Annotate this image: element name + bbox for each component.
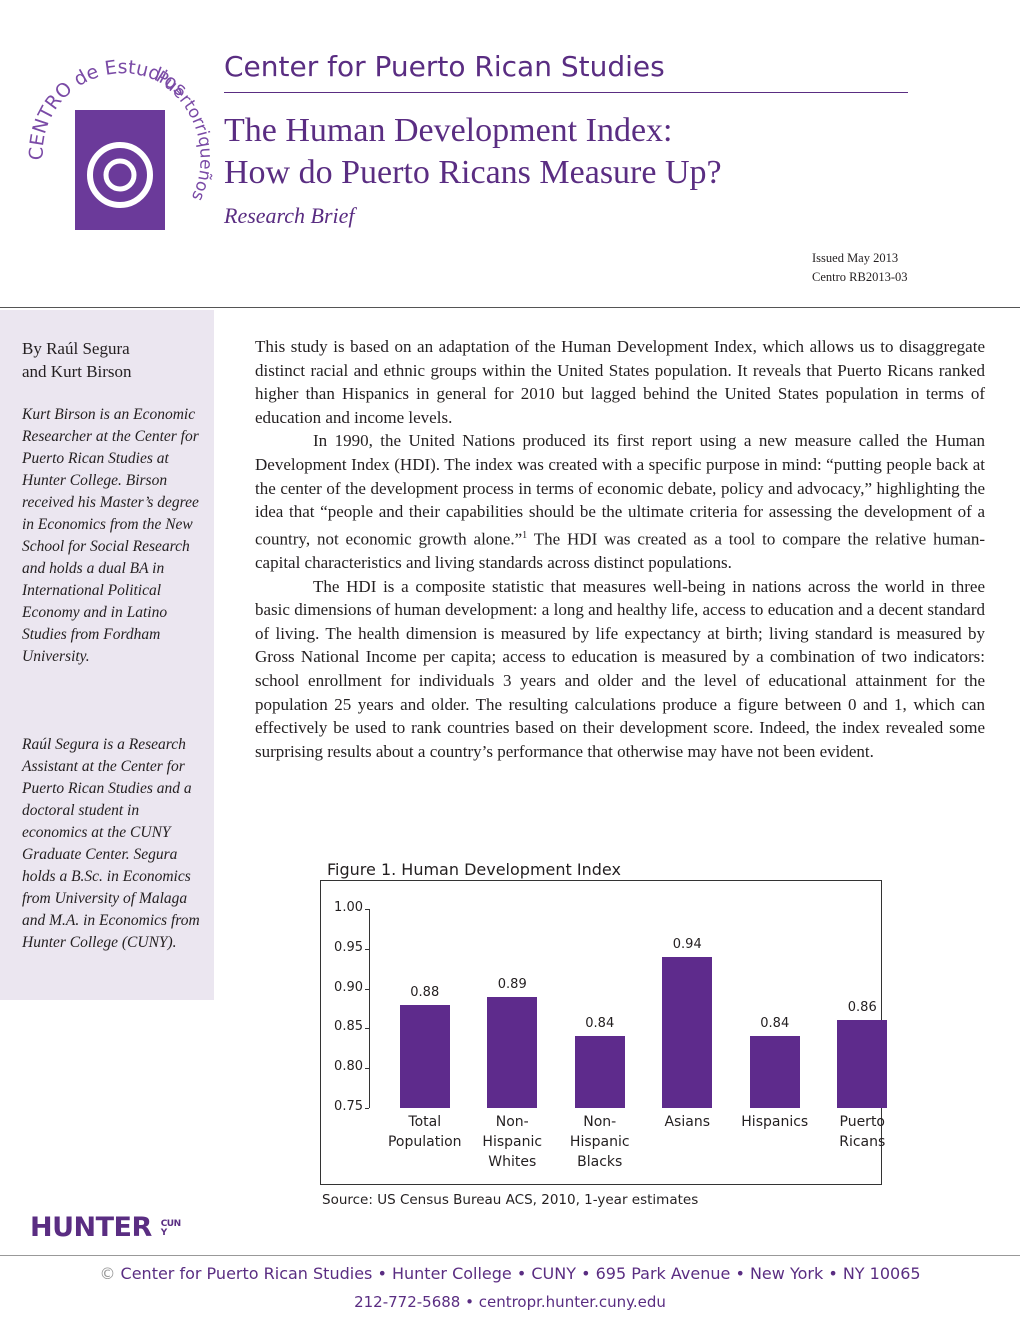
x-tick-label: Puerto Ricans <box>839 1114 886 1150</box>
y-tick-label: 0.90 <box>334 979 363 995</box>
x-tick-label: Total Population <box>387 1114 462 1150</box>
tick-mark <box>365 1068 369 1070</box>
x-tick-label: Non-Hispanic Blacks <box>569 1114 630 1170</box>
tick-mark <box>365 948 369 950</box>
text: In 1990, the United Nations produced its… <box>255 431 985 549</box>
value-label: 0.94 <box>672 936 702 952</box>
footer-rule <box>0 1255 1020 1256</box>
title: The Human Development Index: How do Puert… <box>224 110 722 194</box>
tick-mark <box>365 988 369 990</box>
org: Center for Puerto Rican Studies <box>224 50 665 83</box>
value-label: 0.89 <box>497 976 527 992</box>
sidebar: By Raúl Segura and Kurt Birson Kurt Birso… <box>0 310 214 1000</box>
bar <box>749 1036 800 1108</box>
title-line: How do Puerto Ricans Measure Up? <box>224 154 722 191</box>
address: Center for Puerto Rican Studies • Hunter… <box>120 1264 921 1283</box>
value-label: 0.84 <box>760 1016 790 1032</box>
tick-mark <box>365 1028 369 1030</box>
figure-title: Figure 1. Human Development Index <box>327 860 621 879</box>
footnote-ref: 1 <box>522 529 528 541</box>
y-tick-label: 0.95 <box>334 939 363 955</box>
bio: Raúl Segura is a Research Assistant at t… <box>22 736 200 951</box>
title-line: The Human Development Index: <box>224 112 673 149</box>
logo-sub: CUNY <box>160 1218 181 1238</box>
tick-mark <box>365 1108 369 1109</box>
rule <box>224 92 908 93</box>
text: The HDI was created as a tool to compare… <box>255 529 985 572</box>
subtitle: Research Brief <box>224 203 355 228</box>
logo-spiral <box>87 142 153 208</box>
byline-line: By Raúl Segura <box>22 339 130 358</box>
x-tick-label: Non-Hispanic Whites <box>482 1114 543 1170</box>
value-label: 0.86 <box>847 1000 877 1016</box>
chart: 0.75 0.80 0.85 0.90 0.95 1.00 0.88 Total Popula… <box>320 880 888 1185</box>
copyright: © <box>99 1264 116 1283</box>
x-tick-label: Asians <box>664 1114 710 1130</box>
byline: By Raúl Segura and Kurt Birson <box>22 337 202 383</box>
bar <box>399 1004 450 1108</box>
bar <box>574 1036 625 1108</box>
x-tick-label: Hispanics <box>741 1114 809 1130</box>
logo-word: HUNTER <box>30 1212 152 1243</box>
paragraph: In 1990, the United Nations produced its… <box>255 429 985 574</box>
paragraph: This study is based on an adaptation of … <box>255 337 985 427</box>
value-label: 0.84 <box>585 1016 615 1032</box>
logo: CENTRO de Estudios Puertorriqueños <box>26 56 215 230</box>
bio: Kurt Birson is an Economic Researcher at… <box>22 406 199 665</box>
y-tick-label: 1.00 <box>334 900 363 915</box>
bar <box>487 996 538 1108</box>
value-label: 0.88 <box>410 984 440 1000</box>
divider <box>0 307 1020 308</box>
report-number: Centro RB2013-03 <box>812 270 908 284</box>
paragraph: The HDI is a composite statistic that me… <box>255 576 985 761</box>
footer-address: © Center for Puerto Rican Studies • Hunt… <box>0 1264 1020 1283</box>
byline-line: and Kurt Birson <box>22 362 132 381</box>
source: Source: US Census Bureau ACS, 2010, 1-ye… <box>322 1192 699 1208</box>
body: This study is based on an adaptation of … <box>255 335 985 763</box>
logo-spiral <box>103 158 137 192</box>
issued: Issued May 2013 <box>812 251 899 265</box>
footer-contact: 212-772-5688 • centropr.hunter.cuny.edu <box>354 1293 666 1311</box>
tick-mark <box>365 909 369 910</box>
footer-logo: HUNTER CUNY <box>30 1212 183 1243</box>
y-axis <box>369 909 370 1108</box>
y-tick-label: 0.80 <box>334 1059 363 1075</box>
issue-info: Issued May 2013 Centro RB2013-03 <box>812 249 907 287</box>
y-tick-label: 0.85 <box>334 1019 363 1035</box>
y-tick-label: 0.75 <box>334 1099 363 1114</box>
bar <box>837 1020 888 1108</box>
bar <box>662 956 713 1108</box>
